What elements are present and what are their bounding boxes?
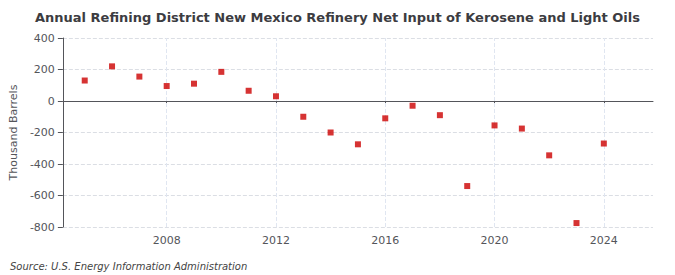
- svg-text:-200: -200: [30, 126, 55, 139]
- svg-text:2008: 2008: [153, 234, 181, 247]
- svg-text:-800: -800: [30, 221, 55, 234]
- svg-text:400: 400: [34, 32, 55, 45]
- svg-text:-400: -400: [30, 158, 55, 171]
- svg-text:-600: -600: [30, 189, 55, 202]
- svg-text:2024: 2024: [590, 234, 618, 247]
- svg-text:200: 200: [34, 63, 55, 76]
- svg-text:Thousand Barrels: Thousand Barrels: [7, 84, 20, 181]
- svg-text:2020: 2020: [481, 234, 509, 247]
- svg-text:2012: 2012: [262, 234, 290, 247]
- svg-text:2016: 2016: [371, 234, 399, 247]
- svg-text:Annual Refining District New M: Annual Refining District New Mexico Refi…: [35, 10, 640, 25]
- svg-text:0: 0: [48, 95, 55, 108]
- svg-text:Source: U.S. Energy Informatio: Source: U.S. Energy Information Administ…: [10, 261, 247, 272]
